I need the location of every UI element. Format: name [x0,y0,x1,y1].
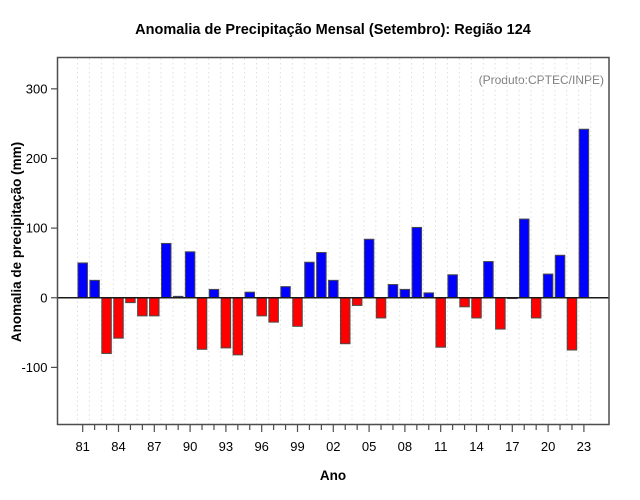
bar-1997 [268,297,279,323]
bar-2004 [351,297,363,306]
bar-2006 [375,297,387,319]
bar-2008 [399,288,411,299]
bar-2005 [363,238,375,299]
bar-2009 [411,226,423,299]
x-tick-label: 02 [326,439,340,454]
x-tick-label: 84 [111,439,125,454]
bar-1981 [77,262,88,299]
bar-2021 [554,254,566,299]
x-tick-label: 93 [219,439,233,454]
bar-2011 [435,297,446,348]
bar-1996 [256,297,267,317]
bar-1999 [292,297,303,327]
x-tick-label: 87 [147,439,161,454]
bar-1991 [196,297,208,350]
y-tick-label: 0 [40,290,47,305]
bar-1995 [244,291,256,299]
x-tick-label: 08 [398,439,412,454]
bar-2013 [459,297,470,308]
bar-2022 [566,297,578,351]
x-tick-label: 17 [505,439,519,454]
bar-2019 [530,297,542,319]
x-tick-label: 23 [577,439,591,454]
y-tick-label: 300 [26,81,48,96]
product-source-annotation: (Produto:CPTEC/INPE) [478,73,604,87]
x-tick-label: 14 [469,439,483,454]
bar-2003 [339,297,351,345]
y-tick-label: 200 [26,151,48,166]
bar-2015 [483,261,494,299]
x-tick-label: 11 [434,439,448,454]
x-tick-label: 05 [362,439,376,454]
bar-1987 [149,297,160,317]
bar-1984 [113,297,124,339]
x-tick-label: 81 [75,439,89,454]
bar-2000 [304,261,315,299]
bar-2007 [387,284,399,299]
bar-1983 [101,297,112,354]
bar-1998 [280,286,291,299]
bar-1982 [89,279,100,299]
bar-1988 [160,242,172,299]
x-tick-label: 96 [254,439,268,454]
bar-1992 [208,288,220,299]
bar-2018 [518,218,530,299]
x-tick-label: 90 [183,439,197,454]
bar-2001 [316,251,327,299]
y-tick-label: 100 [26,221,48,236]
bar-1990 [184,251,196,299]
bar-2002 [328,279,339,299]
bar-1994 [232,297,244,356]
x-tick-label: 99 [290,439,304,454]
y-axis-label: Anomalia de precipitação (mm) [9,141,24,343]
x-tick-label: 20 [541,439,555,454]
bar-1993 [220,297,232,349]
bar-2012 [447,274,458,299]
chart-title: Anomalia de Precipitação Mensal (Setembr… [135,22,531,38]
bar-2023 [578,128,590,299]
bar-2014 [471,297,482,319]
bar-2016 [495,297,506,330]
bar-2020 [542,273,554,299]
x-axis-label: Ano [319,468,347,483]
y-tick-label: -100 [21,360,47,375]
bar-1986 [137,297,148,317]
